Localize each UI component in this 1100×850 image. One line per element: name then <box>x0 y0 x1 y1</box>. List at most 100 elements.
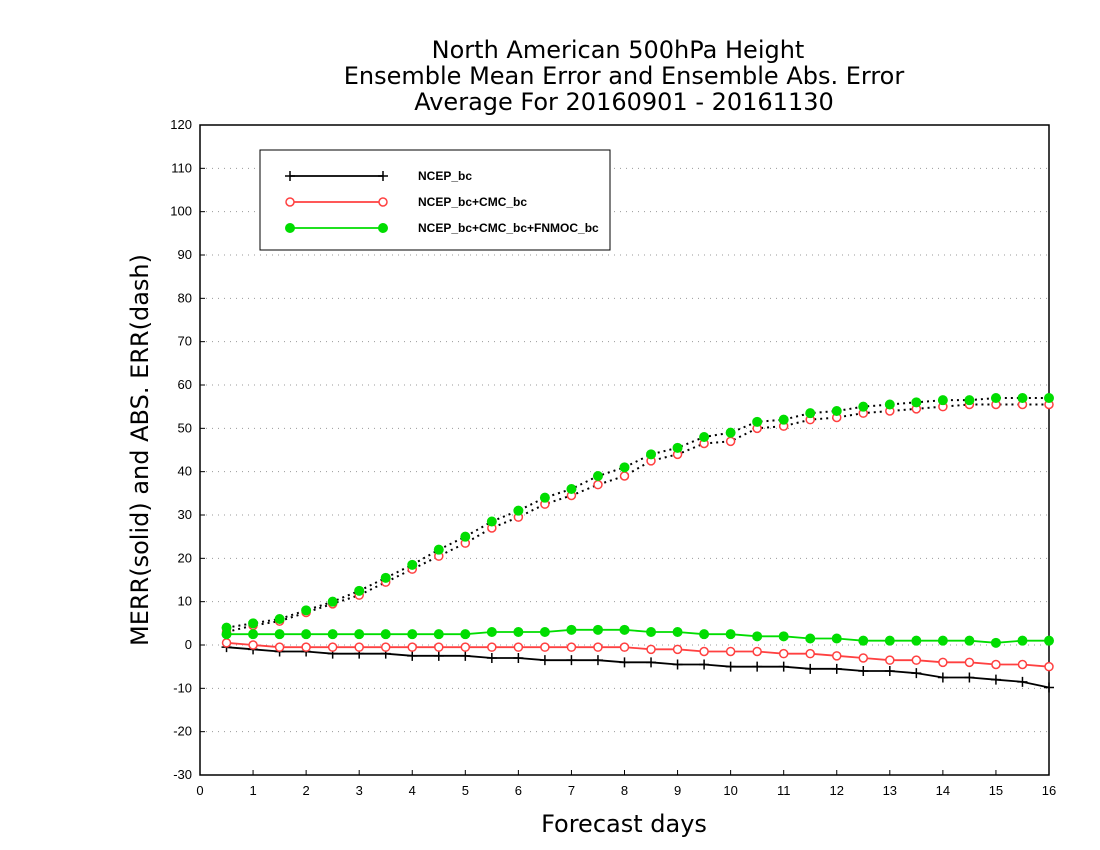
abserr-point <box>778 414 789 425</box>
x-tick-label: 8 <box>621 783 628 798</box>
abserr-point <box>327 596 338 607</box>
y-tick-label: 100 <box>170 204 192 219</box>
merr-point <box>354 629 365 640</box>
abserr-point <box>1044 393 1054 403</box>
x-tick-label: 3 <box>356 783 363 798</box>
merr-point <box>221 629 232 640</box>
abserr-point <box>619 462 630 473</box>
legend-sample-marker <box>378 197 388 207</box>
y-axis-label: MERR(solid) and ABS. ERR(dash) <box>126 254 154 646</box>
chart-title-line-1: North American 500hPa Height <box>432 36 805 64</box>
legend-sample-marker <box>285 171 295 181</box>
x-axis-label: Forecast days <box>541 810 707 838</box>
abserr-point <box>248 618 259 629</box>
x-tick-label: 7 <box>568 783 575 798</box>
merr-point <box>672 627 683 637</box>
abserr-point <box>911 397 922 408</box>
abserr-point <box>752 416 763 427</box>
legend-sample-marker <box>378 223 388 233</box>
merr-point <box>646 644 656 655</box>
y-tick-label: -20 <box>173 724 192 739</box>
series-merr-2 <box>221 624 1054 648</box>
merr-point <box>646 657 657 668</box>
merr-point <box>380 642 391 652</box>
merr-point <box>911 635 922 646</box>
merr-point <box>885 655 895 665</box>
merr-point <box>592 655 603 666</box>
merr-point <box>858 635 869 646</box>
merr-point <box>884 635 895 646</box>
merr-point <box>566 655 577 666</box>
x-tick-label: 1 <box>249 783 256 798</box>
merr-point <box>990 674 1001 685</box>
merr-point <box>407 650 418 661</box>
x-tick-label: 5 <box>462 783 469 798</box>
x-tick-label: 6 <box>515 783 522 798</box>
merr-point <box>752 661 763 672</box>
merr-point <box>990 637 1001 648</box>
merr-line <box>226 628 1049 644</box>
merr-point <box>699 629 710 640</box>
legend-sample-marker <box>378 171 388 181</box>
x-tick-label: 4 <box>409 783 416 798</box>
merr-point <box>964 657 975 668</box>
x-tick-label: 10 <box>723 783 737 798</box>
merr-point <box>937 672 948 683</box>
merr-point <box>964 672 975 683</box>
merr-point <box>938 657 948 668</box>
legend-label-ncep-cmc-fnmoc: NCEP_bc+CMC_bc+FNMOC_bc <box>418 221 599 235</box>
merr-point <box>513 653 524 663</box>
merr-point <box>354 642 364 652</box>
abserr-point <box>858 401 869 412</box>
merr-point <box>487 642 497 652</box>
merr-point <box>460 650 471 661</box>
merr-point <box>831 633 842 644</box>
series-abserr-1 <box>221 399 1054 637</box>
merr-point <box>752 631 763 642</box>
merr-point <box>725 629 736 640</box>
abserr-point <box>539 492 550 503</box>
abserr-point <box>460 531 471 542</box>
chart-title-line-3: Average For 20160901 - 20161130 <box>414 88 834 116</box>
x-tick-label: 14 <box>936 783 950 798</box>
merr-point <box>274 642 285 652</box>
merr-point <box>858 653 869 663</box>
y-tick-label: 60 <box>178 377 192 392</box>
merr-point <box>937 635 948 646</box>
y-tick-label: 20 <box>178 550 192 565</box>
merr-point <box>1044 635 1054 646</box>
merr-point <box>221 638 232 648</box>
merr-point <box>433 650 444 661</box>
abserr-point <box>990 393 1001 403</box>
legend-samples <box>285 171 388 233</box>
merr-point <box>513 642 524 652</box>
x-tick-label: 9 <box>674 783 681 798</box>
abserr-point <box>433 544 444 555</box>
merr-point <box>699 646 709 657</box>
merr-point <box>805 648 815 659</box>
abserr-point <box>725 427 736 438</box>
merr-point <box>778 631 789 642</box>
merr-point <box>672 659 683 670</box>
y-tick-label: 30 <box>178 507 192 522</box>
merr-point <box>725 661 736 672</box>
merr-point <box>539 627 550 637</box>
merr-point <box>619 657 630 668</box>
merr-point <box>805 633 816 644</box>
y-tick-label: 0 <box>185 637 192 652</box>
merr-point <box>407 642 417 652</box>
merr-point <box>911 655 922 665</box>
abserr-point <box>937 395 948 406</box>
y-tick-label: 70 <box>178 334 192 349</box>
merr-point <box>1017 659 1028 670</box>
merr-point <box>566 642 577 652</box>
y-tick-label: -30 <box>173 767 192 782</box>
merr-point <box>248 640 258 650</box>
series-layer <box>221 393 1054 693</box>
legend: NCEP_bc NCEP_bc+CMC_bc NCEP_bc+CMC_bc+FN… <box>259 149 611 251</box>
y-tick-label: 10 <box>178 594 192 609</box>
series-merr-0 <box>221 642 1054 693</box>
y-tick-label: 110 <box>171 160 192 175</box>
abserr-point <box>699 432 710 442</box>
